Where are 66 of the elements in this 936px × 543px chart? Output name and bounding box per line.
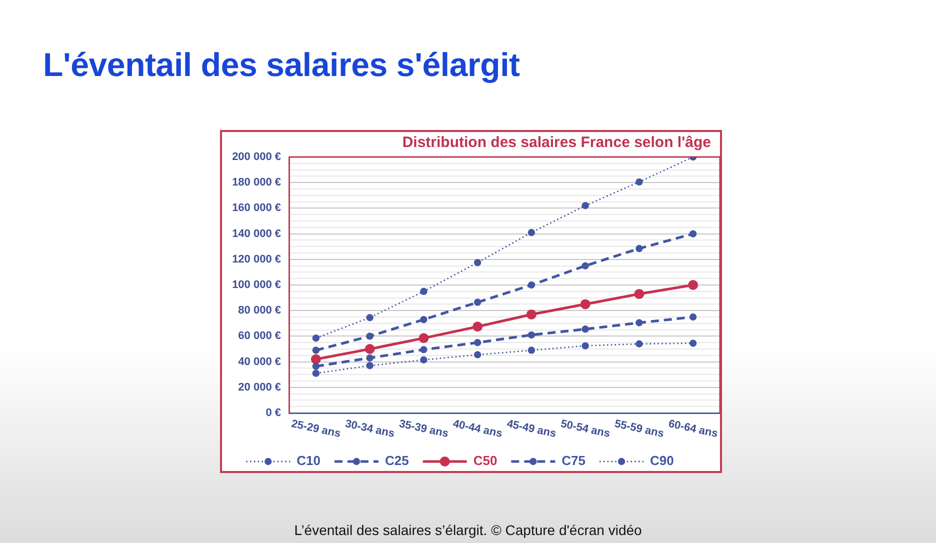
y-tick-label: 120 000 € [232, 253, 281, 266]
y-tick-label: 0 € [266, 407, 281, 420]
point [582, 202, 589, 210]
x-tick-label: 35-39 ans [398, 418, 450, 440]
point [582, 262, 589, 270]
point [420, 356, 428, 364]
point [418, 333, 429, 344]
point [474, 259, 482, 266]
point [634, 288, 644, 299]
y-tick-label: 60 000 € [238, 330, 281, 342]
point [366, 362, 374, 370]
point [636, 319, 643, 326]
point [582, 342, 589, 350]
legend-label: C90 [650, 453, 674, 468]
y-tick-label: 100 000 € [232, 279, 281, 292]
y-tick-label: 160 000 € [232, 202, 281, 214]
legend-label: C10 [296, 453, 320, 468]
y-tick-label: 80 000 € [238, 304, 281, 317]
legend-label: C75 [562, 453, 586, 468]
point [636, 244, 643, 252]
chart-title: L'éventail des salaires s'élargit [43, 46, 520, 84]
chart-subtitle: Distribution des salaires France selon l'âge [402, 134, 711, 152]
legend-label: C50 [473, 453, 498, 468]
x-tick-label: 40-44 ans [452, 418, 504, 440]
y-tick-label: 40 000 € [238, 356, 281, 368]
y-tick-label: 140 000 € [232, 228, 281, 240]
point [364, 344, 375, 354]
point [366, 354, 374, 362]
y-tick-label: 180 000 € [232, 176, 281, 189]
y-tick-label: 20 000 € [238, 381, 281, 394]
x-tick-label: 55-59 ans [613, 418, 665, 440]
point [636, 340, 643, 348]
point [689, 313, 697, 321]
x-tick-label: 50-54 ans [560, 418, 612, 440]
point [528, 346, 536, 354]
point [366, 314, 374, 322]
point [526, 309, 536, 320]
point [528, 331, 536, 339]
point [689, 230, 697, 238]
point [528, 281, 536, 289]
point [474, 339, 482, 346]
x-tick-label: 60-64 ans [667, 418, 719, 440]
point [312, 362, 320, 370]
point [420, 316, 428, 324]
x-tick-label: 25-29 ans [290, 418, 342, 440]
point [582, 326, 589, 333]
point [636, 178, 643, 186]
y-tick-label: 200 000 € [232, 151, 281, 164]
point [312, 346, 320, 354]
point [689, 340, 697, 347]
point [366, 332, 374, 340]
point [688, 280, 698, 290]
point [474, 351, 482, 358]
point [310, 354, 321, 364]
point [420, 288, 428, 295]
point [420, 346, 428, 354]
x-tick-label: 30-34 ans [344, 418, 396, 440]
point [580, 299, 590, 310]
point [472, 322, 483, 332]
point [528, 228, 536, 236]
legend-label: C25 [384, 453, 409, 468]
point [312, 370, 320, 377]
text: L’éventail des salaires s’élargit. © Capture d'écran vidéo [293, 521, 643, 539]
point [312, 334, 320, 342]
x-tick-label: 45-49 ans [506, 418, 558, 440]
point [474, 298, 482, 306]
